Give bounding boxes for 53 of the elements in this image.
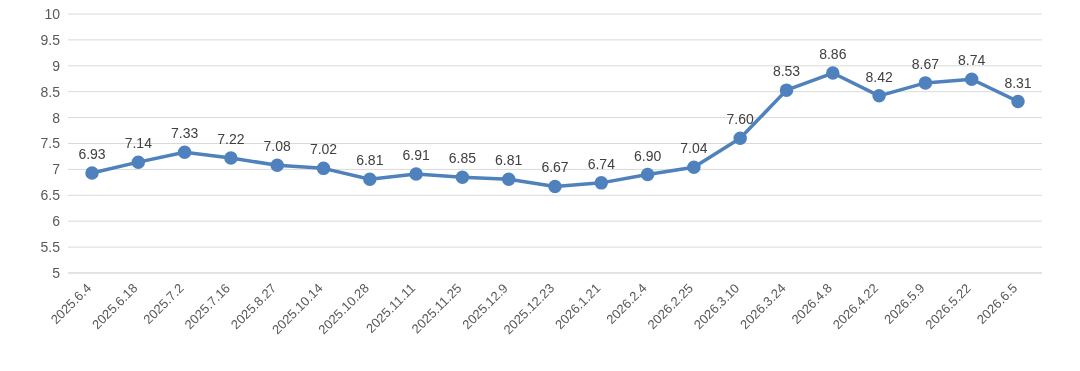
data-label: 7.33 — [170, 125, 199, 142]
data-label: 7.14 — [124, 135, 153, 152]
point — [594, 176, 609, 190]
data-label: 8.86 — [819, 46, 847, 63]
data-label: 6.81 — [495, 152, 523, 169]
point — [918, 76, 933, 90]
data-label: 7.02 — [309, 141, 338, 158]
y-tick-label: 6 — [52, 213, 61, 230]
data-label: 8.53 — [772, 63, 801, 80]
y-tick-label: 9 — [52, 57, 61, 74]
y-tick-label: 8 — [52, 109, 61, 126]
point — [826, 66, 840, 80]
point — [872, 89, 886, 103]
data-label: 6.91 — [402, 147, 430, 164]
point — [316, 161, 331, 176]
y-tick-label: 9.5 — [40, 31, 61, 48]
point — [177, 145, 192, 160]
data-label: 6.93 — [78, 146, 106, 163]
point — [501, 172, 516, 186]
y-tick-label: 5.5 — [40, 239, 61, 256]
y-tick-label: 6.5 — [40, 187, 61, 204]
data-label: 8.74 — [958, 52, 986, 69]
point — [1011, 94, 1025, 109]
data-label: 6.74 — [587, 155, 616, 172]
data-label: 8.67 — [911, 55, 940, 72]
point — [779, 83, 794, 97]
point — [733, 131, 747, 146]
y-tick-label: 8.5 — [40, 83, 61, 100]
data-label: 8.42 — [865, 68, 893, 85]
point — [85, 166, 99, 180]
data-label: 7.60 — [726, 111, 755, 128]
point — [270, 158, 284, 173]
data-label: 6.90 — [633, 147, 662, 164]
data-label: 6.67 — [541, 159, 569, 176]
data-label: 8.31 — [1004, 74, 1032, 91]
point — [363, 172, 377, 186]
point — [409, 167, 423, 181]
data-label: 6.85 — [448, 150, 477, 167]
data-label: 6.81 — [356, 152, 384, 169]
data-label: 7.22 — [217, 131, 245, 147]
point — [548, 179, 562, 194]
data-label: 7.04 — [680, 140, 708, 157]
point — [131, 155, 146, 169]
y-tick-label: 7.5 — [40, 135, 61, 152]
point — [687, 160, 701, 175]
y-tick-label: 5 — [52, 264, 61, 281]
y-tick-label: 7 — [52, 161, 61, 178]
point — [455, 170, 470, 184]
point — [224, 151, 238, 165]
point — [964, 72, 979, 87]
point — [640, 167, 655, 182]
data-label: 7.08 — [263, 138, 292, 155]
y-tick-label: 10 — [44, 5, 61, 22]
